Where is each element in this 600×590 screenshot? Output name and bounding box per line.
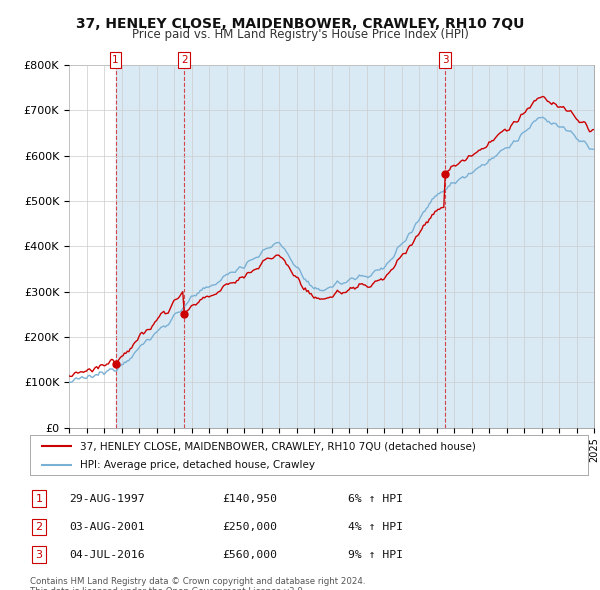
Text: 6% ↑ HPI: 6% ↑ HPI bbox=[348, 494, 403, 503]
Text: 3: 3 bbox=[35, 550, 43, 559]
Text: Price paid vs. HM Land Registry's House Price Index (HPI): Price paid vs. HM Land Registry's House … bbox=[131, 28, 469, 41]
Text: 04-JUL-2016: 04-JUL-2016 bbox=[69, 550, 145, 559]
Text: 37, HENLEY CLOSE, MAIDENBOWER, CRAWLEY, RH10 7QU: 37, HENLEY CLOSE, MAIDENBOWER, CRAWLEY, … bbox=[76, 17, 524, 31]
Text: Contains HM Land Registry data © Crown copyright and database right 2024.
This d: Contains HM Land Registry data © Crown c… bbox=[30, 577, 365, 590]
Text: £250,000: £250,000 bbox=[222, 522, 277, 532]
Text: HPI: Average price, detached house, Crawley: HPI: Average price, detached house, Craw… bbox=[80, 460, 315, 470]
Text: 9% ↑ HPI: 9% ↑ HPI bbox=[348, 550, 403, 559]
Text: 4% ↑ HPI: 4% ↑ HPI bbox=[348, 522, 403, 532]
Text: 1: 1 bbox=[35, 494, 43, 503]
Text: 03-AUG-2001: 03-AUG-2001 bbox=[69, 522, 145, 532]
Text: 37, HENLEY CLOSE, MAIDENBOWER, CRAWLEY, RH10 7QU (detached house): 37, HENLEY CLOSE, MAIDENBOWER, CRAWLEY, … bbox=[80, 441, 476, 451]
Text: 1: 1 bbox=[112, 55, 119, 65]
Text: £560,000: £560,000 bbox=[222, 550, 277, 559]
Text: £140,950: £140,950 bbox=[222, 494, 277, 503]
Text: 3: 3 bbox=[442, 55, 449, 65]
Text: 29-AUG-1997: 29-AUG-1997 bbox=[69, 494, 145, 503]
Bar bbox=[445, 65, 594, 428]
Text: 2: 2 bbox=[181, 55, 187, 65]
Text: 2: 2 bbox=[35, 522, 43, 532]
Bar bbox=[116, 65, 184, 428]
Bar bbox=[184, 65, 445, 428]
